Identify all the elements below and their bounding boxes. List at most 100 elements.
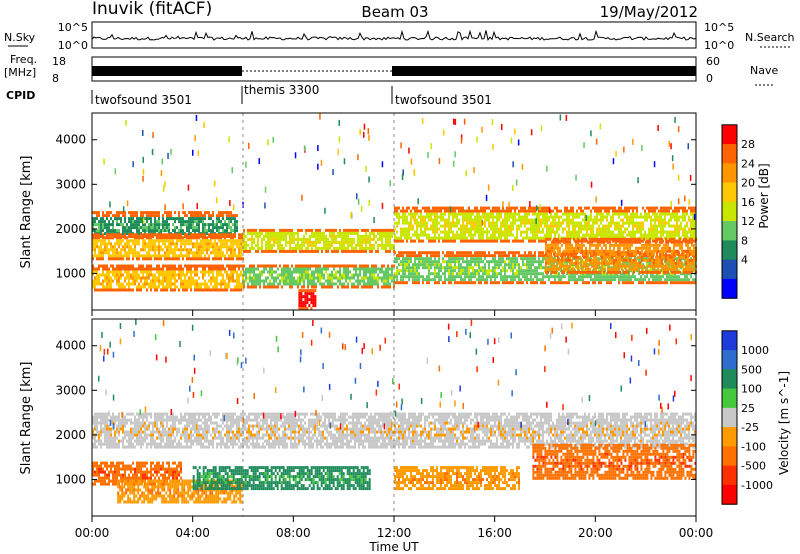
heatmap-cell xyxy=(512,263,514,267)
heatmap-cell xyxy=(349,240,351,244)
heatmap-cell xyxy=(460,212,462,216)
heatmap-cell xyxy=(367,282,369,286)
heatmap-cell xyxy=(303,270,305,274)
heatmap-cell xyxy=(242,257,244,261)
heatmap-cell xyxy=(448,212,450,216)
heatmap-cell xyxy=(428,236,430,240)
heatmap-cell xyxy=(353,231,355,235)
heatmap-cell xyxy=(357,234,359,238)
heatmap-cell xyxy=(438,275,440,279)
heatmap-cell xyxy=(680,206,682,210)
heatmap-cell xyxy=(422,278,424,282)
heatmap-cell xyxy=(116,276,118,280)
heatmap-cell xyxy=(582,212,584,216)
heatmap-cell xyxy=(351,237,353,241)
heatmap-cell xyxy=(648,209,650,213)
heatmap-cell xyxy=(502,224,504,228)
heatmap-cell xyxy=(666,230,668,234)
heatmap-cell xyxy=(387,228,389,232)
heatmap-cell xyxy=(118,223,120,227)
heatmap-cell xyxy=(500,254,502,258)
heatmap-cell xyxy=(692,230,694,234)
heatmap-cell xyxy=(658,230,660,234)
heatmap-cell xyxy=(303,240,305,244)
heatmap-cell xyxy=(389,234,391,238)
heatmap-cell xyxy=(196,211,198,215)
heatmap-cell xyxy=(271,237,273,241)
heatmap-cell xyxy=(402,278,404,282)
heatmap-cell xyxy=(275,279,277,283)
heatmap-cell xyxy=(377,228,379,232)
heatmap-cell xyxy=(295,237,297,241)
heatmap-cell xyxy=(182,257,184,261)
heatmap-cell xyxy=(96,229,98,233)
heatmap-cell xyxy=(200,282,202,286)
heatmap-cell xyxy=(646,212,648,216)
heatmap-cell xyxy=(524,251,526,255)
heatmap-cell xyxy=(106,264,108,268)
heatmap-cell xyxy=(319,231,321,235)
heatmap-cell xyxy=(261,228,263,232)
heatmap-cell xyxy=(396,269,398,273)
heatmap-cell xyxy=(604,275,606,279)
heatmap-cell xyxy=(426,221,428,225)
heatmap-cell xyxy=(488,260,490,264)
heatmap-cell xyxy=(108,257,110,261)
heatmap-cell xyxy=(240,264,242,268)
heatmap-cell xyxy=(273,243,275,247)
heatmap-cell xyxy=(383,273,385,277)
heatmap-cell xyxy=(458,281,460,285)
heatmap-cell xyxy=(408,236,410,240)
heatmap-cell xyxy=(508,251,510,255)
heatmap-cell xyxy=(281,246,283,250)
heatmap-cell xyxy=(136,214,138,218)
heatmap-cell xyxy=(428,278,430,282)
heatmap-cell xyxy=(255,276,257,280)
heatmap-cell xyxy=(134,282,136,286)
heatmap-cell xyxy=(424,257,426,261)
heatmap-cell xyxy=(170,264,172,268)
heatmap-cell xyxy=(558,272,560,276)
heatmap-cell xyxy=(333,276,335,280)
heatmap-cell xyxy=(186,279,188,283)
heatmap-cell xyxy=(100,251,102,255)
heatmap-cell xyxy=(92,254,94,258)
heatmap-cell xyxy=(444,254,446,258)
heatmap-cell xyxy=(412,233,414,237)
heatmap-cell xyxy=(476,212,478,216)
heatmap-cell xyxy=(136,276,138,280)
heatmap-cell xyxy=(464,236,466,240)
heatmap-cell xyxy=(508,266,510,270)
heatmap-cell xyxy=(404,218,406,222)
heatmap-cell xyxy=(303,282,305,286)
heatmap-cell xyxy=(142,264,144,268)
heatmap-cell xyxy=(134,223,136,227)
heatmap-cell xyxy=(558,224,560,228)
heatmap-cell xyxy=(596,233,598,237)
heatmap-cell xyxy=(540,221,542,225)
heatmap-cell xyxy=(156,279,158,283)
heatmap-cell xyxy=(476,278,478,282)
heatmap-cell xyxy=(462,281,464,285)
heatmap-cell xyxy=(200,248,202,252)
heatmap-cell xyxy=(534,233,536,237)
heatmap-cell xyxy=(480,266,482,270)
heatmap-cell xyxy=(287,249,289,253)
heatmap-cell xyxy=(389,267,391,271)
heatmap-cell xyxy=(283,279,285,283)
heatmap-cell xyxy=(490,215,492,219)
heatmap-cell xyxy=(180,273,182,277)
heatmap-cell xyxy=(251,228,253,232)
heatmap-cell xyxy=(460,254,462,258)
heatmap-cell xyxy=(226,239,228,243)
heatmap-cell xyxy=(412,212,414,216)
heatmap-cell xyxy=(249,270,251,274)
heatmap-cell xyxy=(261,240,263,244)
heatmap-cell xyxy=(610,206,612,210)
heatmap-cell xyxy=(287,273,289,277)
heatmap-cell xyxy=(128,248,130,252)
heatmap-cell xyxy=(596,227,598,231)
heatmap-cell xyxy=(134,267,136,271)
heatmap-cell xyxy=(228,217,230,221)
heatmap-cell xyxy=(430,227,432,231)
